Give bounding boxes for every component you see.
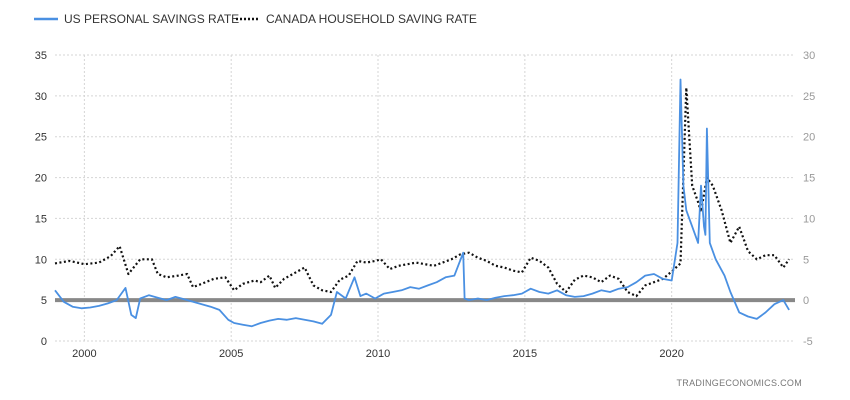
right-tick-label: 30	[803, 50, 815, 62]
right-axis: -5 0 5 10 15 20 25 30	[803, 50, 815, 348]
attribution: TRADINGECONOMICS.COM	[676, 378, 802, 388]
x-tick-label: 2015	[513, 348, 537, 360]
series-layer	[54, 78, 790, 328]
left-tick-label: 25	[35, 132, 47, 144]
us-savings-line[interactable]	[54, 78, 790, 328]
x-axis: 2000 2005 2010 2015 2020	[72, 348, 684, 360]
left-tick-label: 0	[41, 336, 47, 348]
left-tick-label: 5	[41, 295, 47, 307]
left-tick-label: 10	[35, 254, 47, 266]
left-tick-label: 30	[35, 91, 47, 103]
legend-label-canada: CANADA HOUSEHOLD SAVING RATE	[266, 12, 477, 26]
x-tick-label: 2000	[72, 348, 96, 360]
left-tick-label: 35	[35, 50, 47, 62]
left-axis: 0 5 10 15 20 25 30 35	[35, 50, 47, 348]
right-tick-label: 5	[803, 254, 809, 266]
legend: US PERSONAL SAVINGS RATE CANADA HOUSEHOL…	[34, 12, 477, 26]
legend-label-us: US PERSONAL SAVINGS RATE	[64, 12, 239, 26]
right-tick-label: 25	[803, 91, 815, 103]
right-tick-label: -5	[803, 336, 813, 348]
x-tick-label: 2005	[219, 348, 243, 360]
left-tick-label: 15	[35, 213, 47, 225]
left-tick-label: 20	[35, 173, 47, 185]
x-tick-label: 2010	[366, 348, 390, 360]
right-tick-label: 20	[803, 132, 815, 144]
right-tick-label: 0	[803, 295, 809, 307]
legend-item-canada[interactable]: CANADA HOUSEHOLD SAVING RATE	[236, 12, 477, 26]
x-tick-label: 2020	[659, 348, 683, 360]
legend-item-us[interactable]: US PERSONAL SAVINGS RATE	[34, 12, 239, 26]
right-tick-label: 10	[803, 213, 815, 225]
canada-saving-line[interactable]	[54, 86, 790, 298]
right-tick-label: 15	[803, 173, 815, 185]
